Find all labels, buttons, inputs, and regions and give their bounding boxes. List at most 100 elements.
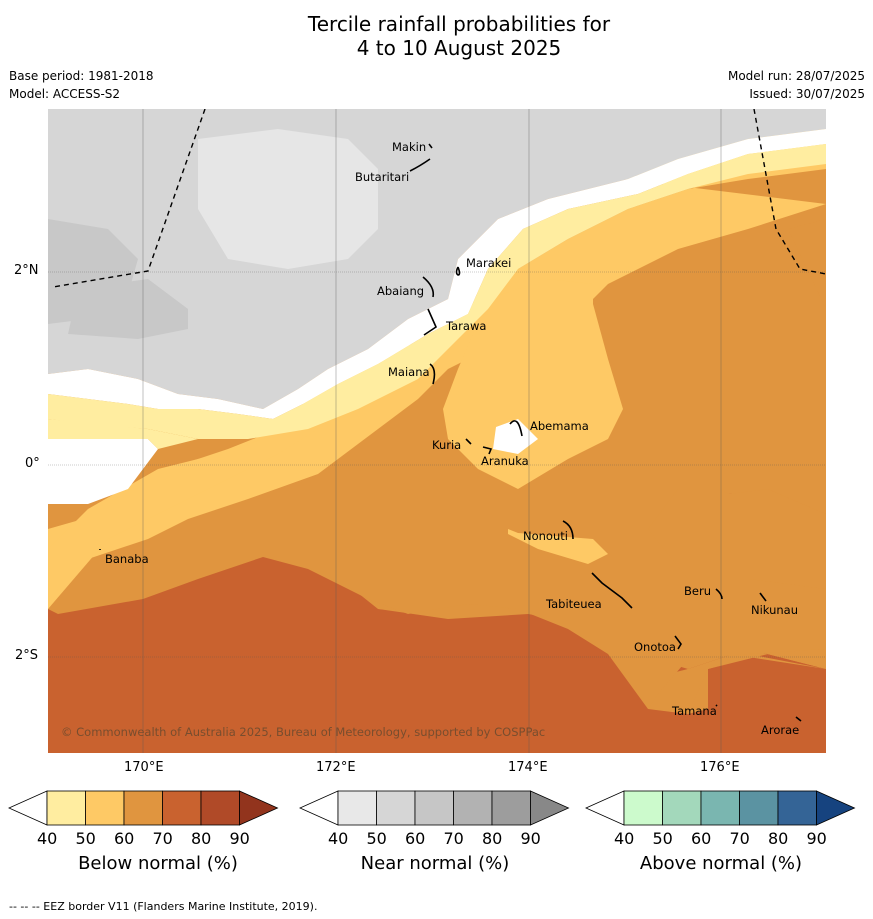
colorbar-tick-label: 90	[229, 829, 250, 848]
island-abemama	[509, 420, 523, 437]
place-label-makin: Makin	[392, 140, 426, 154]
rainfall-probability-map: Makin Butaritari Marakei Abaiang Tarawa …	[48, 109, 826, 753]
colorbar-segment	[662, 790, 702, 826]
colorbar-segment	[491, 790, 531, 826]
colorbar-near-normal	[299, 790, 570, 826]
island-arorae	[795, 716, 802, 722]
colorbar-tick-label: 50	[75, 829, 96, 848]
colorbar-segment	[85, 790, 125, 826]
island-nikunau	[759, 592, 767, 602]
graticule	[48, 109, 826, 753]
colorbar-segment	[623, 790, 663, 826]
colorbar-tick-label: 80	[191, 829, 212, 848]
colorbar-tick-label: 60	[405, 829, 426, 848]
colorbar-tick-label: 90	[520, 829, 541, 848]
colorbar-above-normal	[585, 790, 856, 826]
colorbar-extend-low	[8, 790, 48, 826]
colorbar-label-below: Below normal (%)	[78, 853, 238, 874]
lat-label-0: 0°	[25, 456, 40, 471]
colorbars	[8, 790, 856, 826]
colorbar-tick-label: 70	[152, 829, 173, 848]
copyright-text: © Commonwealth of Australia 2025, Bureau…	[61, 725, 545, 739]
colorbar-tick-label: 40	[614, 829, 635, 848]
colorbar-tick-label: 50	[366, 829, 387, 848]
island-tamana	[715, 704, 718, 707]
place-label-kuria: Kuria	[432, 438, 461, 452]
colorbar-tick-label: 60	[114, 829, 135, 848]
colorbar-segment	[739, 790, 779, 826]
island-abaiang	[422, 276, 435, 298]
model-run-text: Model run: 28/07/2025	[727, 69, 865, 83]
place-label-arorae: Arorae	[761, 723, 799, 737]
lon-label-176e: 176°E	[700, 760, 740, 775]
place-label-butaritari: Butaritari	[355, 170, 409, 184]
colorbar-segment	[46, 790, 86, 826]
place-label-abemama: Abemama	[530, 419, 589, 433]
colorbar-below-normal	[8, 790, 279, 826]
colorbar-tick-label: 80	[768, 829, 789, 848]
colorbar-extend-high	[530, 790, 570, 826]
place-label-tamana: Tamana	[671, 704, 717, 718]
lon-label-170e: 170°E	[124, 760, 164, 775]
lat-label-2n: 2°N	[14, 263, 39, 278]
issued-text: Issued: 30/07/2025	[749, 87, 865, 101]
colorbar-segment	[337, 790, 377, 826]
colorbar-tick-label: 90	[806, 829, 827, 848]
base-period-text: Base period: 1981-2018	[9, 69, 154, 83]
eez-footnote: -- -- -- EEZ border V11 (Flanders Marine…	[9, 900, 318, 913]
place-label-onotoa: Onotoa	[634, 640, 676, 654]
region-low-confidence	[48, 129, 826, 419]
colorbar-tick-label: 50	[652, 829, 673, 848]
islands	[99, 143, 802, 722]
colorbar-label-near: Near normal (%)	[360, 853, 510, 874]
place-label-nikunau: Nikunau	[751, 603, 798, 617]
lat-label-2s: 2°S	[15, 648, 39, 663]
lon-label-172e: 172°E	[316, 760, 356, 775]
island-butaritari	[409, 158, 431, 172]
place-label-banaba: Banaba	[105, 552, 149, 566]
map-title-line2: 4 to 10 August 2025	[356, 36, 562, 60]
place-label-tabiteuea: Tabiteuea	[545, 597, 602, 611]
colorbar-tick-label: 40	[328, 829, 349, 848]
colorbar-tick-label: 80	[482, 829, 503, 848]
colorbar-segment	[453, 790, 493, 826]
island-aranuka	[482, 446, 493, 455]
colorbar-extend-high	[816, 790, 856, 826]
colorbar-tick-label: 70	[443, 829, 464, 848]
colorbar-extend-low	[585, 790, 625, 826]
island-kuria	[465, 438, 472, 445]
place-label-nonouti: Nonouti	[523, 529, 568, 543]
place-label-marakei: Marakei	[466, 256, 511, 270]
colorbar-segment	[700, 790, 740, 826]
island-tarawa	[423, 308, 438, 336]
island-nonouti	[562, 520, 574, 540]
place-label-maiana: Maiana	[388, 365, 430, 379]
place-label-aranuka: Aranuka	[481, 454, 529, 468]
island-tabiteuea	[591, 572, 633, 609]
island-maiana	[429, 363, 436, 385]
colorbar-segment	[376, 790, 416, 826]
colorbar-segment	[777, 790, 817, 826]
place-label-beru: Beru	[684, 584, 711, 598]
place-label-abaiang: Abaiang	[377, 284, 424, 298]
eez-border	[52, 109, 826, 288]
colorbar-segment	[123, 790, 163, 826]
colorbar-segment	[200, 790, 240, 826]
colorbar-label-above: Above normal (%)	[639, 853, 803, 874]
colorbar-tick-label: 70	[729, 829, 750, 848]
island-marakei	[455, 266, 461, 276]
lon-label-174e: 174°E	[508, 760, 548, 775]
colorbar-extend-high	[239, 790, 279, 826]
island-beru	[715, 588, 723, 600]
island-makin	[428, 143, 433, 149]
model-text: Model: ACCESS-S2	[9, 87, 121, 101]
colorbar-extend-low	[299, 790, 339, 826]
colorbar-tick-label: 40	[37, 829, 58, 848]
colorbar-segment	[162, 790, 202, 826]
island-onotoa	[674, 635, 682, 650]
map-title-line1: Tercile rainfall probabilities for	[307, 12, 611, 36]
colorbar-segment	[414, 790, 454, 826]
colorbar-tick-label: 60	[691, 829, 712, 848]
region-below-50-center	[443, 279, 623, 489]
place-label-tarawa: Tarawa	[445, 319, 486, 333]
